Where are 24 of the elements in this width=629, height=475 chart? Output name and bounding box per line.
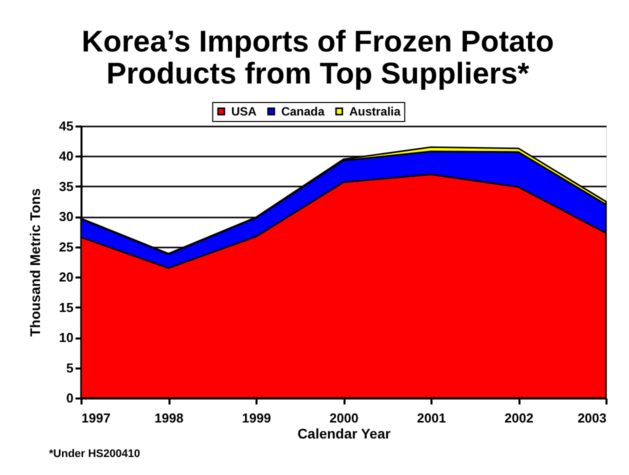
y-tick-label: 30 [59,209,74,224]
x-tick-label: 2003 [578,410,606,426]
x-tick-label: 2000 [330,410,358,426]
y-tick-label: 20 [59,270,74,285]
text: *Under HS200410 [49,448,140,460]
y-tick-label: 10 [59,330,74,346]
x-tick-label: 1999 [242,410,271,426]
x-tick-label: 1997 [82,410,110,426]
y-tick-label: 15 [59,300,74,315]
y-tick-label: 40 [59,148,74,164]
chart-title: Korea’s Imports of Frozen Potato Products from Top Suppliers* [82,26,554,90]
y-tick-label: 5 [66,360,74,376]
x-tick-label: 1998 [154,410,184,426]
y-tick-label: 45 [59,118,74,134]
y-tick-label: 25 [59,239,74,254]
legend-label: USA [231,104,257,118]
x-tick-label: 2001 [417,410,446,426]
legend-label: Canada [281,104,325,118]
y-tick-label: 35 [59,178,74,194]
y-axis-title: Thousand Metric Tons [27,188,44,337]
legend-label: Australia [349,104,401,118]
x-axis-title: Calendar Year [297,426,392,442]
x-tick-label: 2002 [504,410,534,426]
y-tick-label: 0 [66,390,74,406]
